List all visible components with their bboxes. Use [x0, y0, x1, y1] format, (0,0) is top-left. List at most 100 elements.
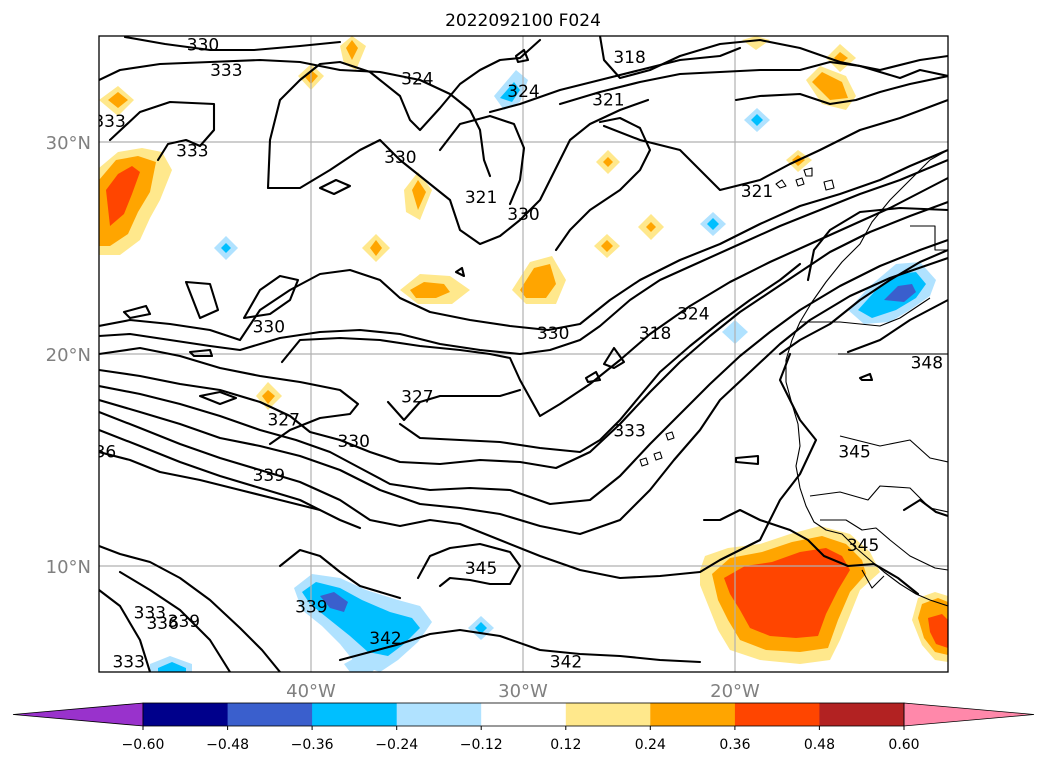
contour-line: [386, 388, 522, 422]
contour-label: 36: [95, 443, 117, 463]
colorbar-bin: [819, 703, 905, 726]
contour-line: [778, 248, 948, 356]
colorbar: −0.60 −0.48 −0.36 −0.24 −0.12 0.12 0.24 0.36 0.4…: [12, 702, 1035, 753]
island: [775, 179, 787, 189]
colorbar-extend-min: [12, 702, 144, 727]
contour-line: [99, 238, 948, 506]
positive-anomaly-blob: [646, 222, 656, 232]
negative-anomaly-blob: [221, 243, 231, 253]
contour-label: 333: [93, 112, 125, 132]
contour-line: [242, 274, 300, 320]
contour-label: 327: [267, 411, 299, 431]
contour-line: [558, 60, 948, 106]
border-line: [820, 519, 948, 571]
colorbar-bin: [481, 703, 567, 726]
contour-line: [278, 548, 402, 600]
contour-label: 330: [187, 36, 219, 56]
colorbar-tick-label: −0.60: [122, 737, 165, 753]
colorbar-extend-max: [903, 702, 1035, 727]
contour-label: 345: [465, 559, 497, 579]
negative-anomaly-blob: [884, 284, 916, 302]
positive-anomaly-blob: [370, 240, 382, 256]
colorbar-bin: [396, 703, 482, 726]
contour-lines: [99, 36, 948, 672]
island: [823, 179, 835, 191]
negative-anomaly-blob: [344, 654, 380, 672]
positive-anomaly-blob: [108, 92, 128, 108]
contour-label: 345: [838, 443, 870, 463]
contour-label: 330: [507, 205, 539, 225]
lat-label: 20°N: [46, 345, 91, 366]
positive-anomaly-blob: [346, 40, 358, 60]
positive-anomaly-blob: [724, 548, 850, 638]
colorbar-bin: [312, 703, 398, 726]
positive-anomaly-blob: [928, 614, 948, 648]
contour-line: [99, 148, 948, 342]
contour-line: [99, 544, 282, 672]
map-frame: [98, 35, 949, 673]
border-line: [910, 225, 948, 251]
colorbar-tick-label: −0.48: [206, 737, 249, 753]
contour-line: [846, 298, 948, 354]
colorbar-tick-label: −0.12: [460, 737, 503, 753]
contour-line: [99, 346, 360, 446]
contour-line: [338, 628, 702, 664]
contour-labels: 330 333 324 324 318 321 333 333 330 321 330 321 330 3…: [93, 36, 943, 672]
positive-anomaly-blob: [601, 240, 613, 252]
island: [653, 451, 663, 461]
contour-line: [99, 428, 362, 530]
contour-line: [266, 98, 650, 246]
positive-anomaly-blob: [412, 180, 426, 210]
colorbar-bin: [143, 703, 229, 726]
contour-label: 336: [146, 614, 178, 634]
contour-line: [702, 508, 920, 596]
contour-line: [902, 498, 948, 518]
border-line: [800, 297, 931, 327]
contour-line: [188, 348, 214, 358]
geo-labels: 30°N 20°N 10°N 40°W 30°W 20°W: [46, 133, 760, 702]
contour-line: [438, 114, 526, 206]
contour-label: 333: [176, 142, 208, 162]
contour-label: 321: [741, 182, 773, 202]
contour-line: [108, 100, 216, 162]
colorbar-bin: [565, 703, 651, 726]
contour-line: [454, 266, 466, 278]
contour-line: [554, 116, 652, 252]
contour-line: [99, 352, 818, 580]
contour-label: 318: [613, 48, 645, 68]
contour-line: [122, 304, 152, 320]
contour-label: 318: [639, 324, 671, 344]
contour-line: [734, 454, 760, 466]
negative-anomaly-blob: [320, 592, 348, 612]
contour-line: [99, 158, 948, 356]
positive-anomaly-blob: [410, 282, 450, 298]
positive-anomaly-blob: [520, 264, 556, 298]
colorbar-tick-label: 0.24: [635, 737, 666, 753]
colorbar-tick-label: −0.36: [291, 737, 334, 753]
contour-label: 330: [537, 324, 569, 344]
contour-line: [280, 176, 948, 418]
contour-label: 333: [134, 604, 166, 624]
lon-label: 40°W: [286, 681, 336, 702]
contour-label: 342: [369, 629, 401, 649]
positive-anomaly-blob: [106, 166, 140, 226]
island: [639, 457, 649, 467]
contour-line: [598, 36, 948, 80]
positive-anomaly-blob: [262, 390, 275, 404]
contour-label: 324: [677, 305, 709, 325]
contour-label: 339: [168, 612, 200, 632]
border-line: [809, 485, 948, 513]
contour-label: 321: [592, 91, 624, 111]
positive-anomaly-blob: [603, 157, 613, 167]
map-title: 2022092100 F024: [445, 11, 601, 31]
contour-line: [318, 178, 352, 196]
contour-line: [398, 262, 802, 454]
negative-anomaly-blob: [707, 218, 719, 230]
shaded-field: [99, 36, 948, 672]
lat-label: 30°N: [46, 133, 91, 154]
contour-line: [198, 390, 238, 406]
contour-line: [584, 370, 602, 384]
contour-label: 324: [401, 69, 433, 89]
colorbar-bin: [650, 703, 736, 726]
contour-label: 348: [911, 354, 943, 374]
